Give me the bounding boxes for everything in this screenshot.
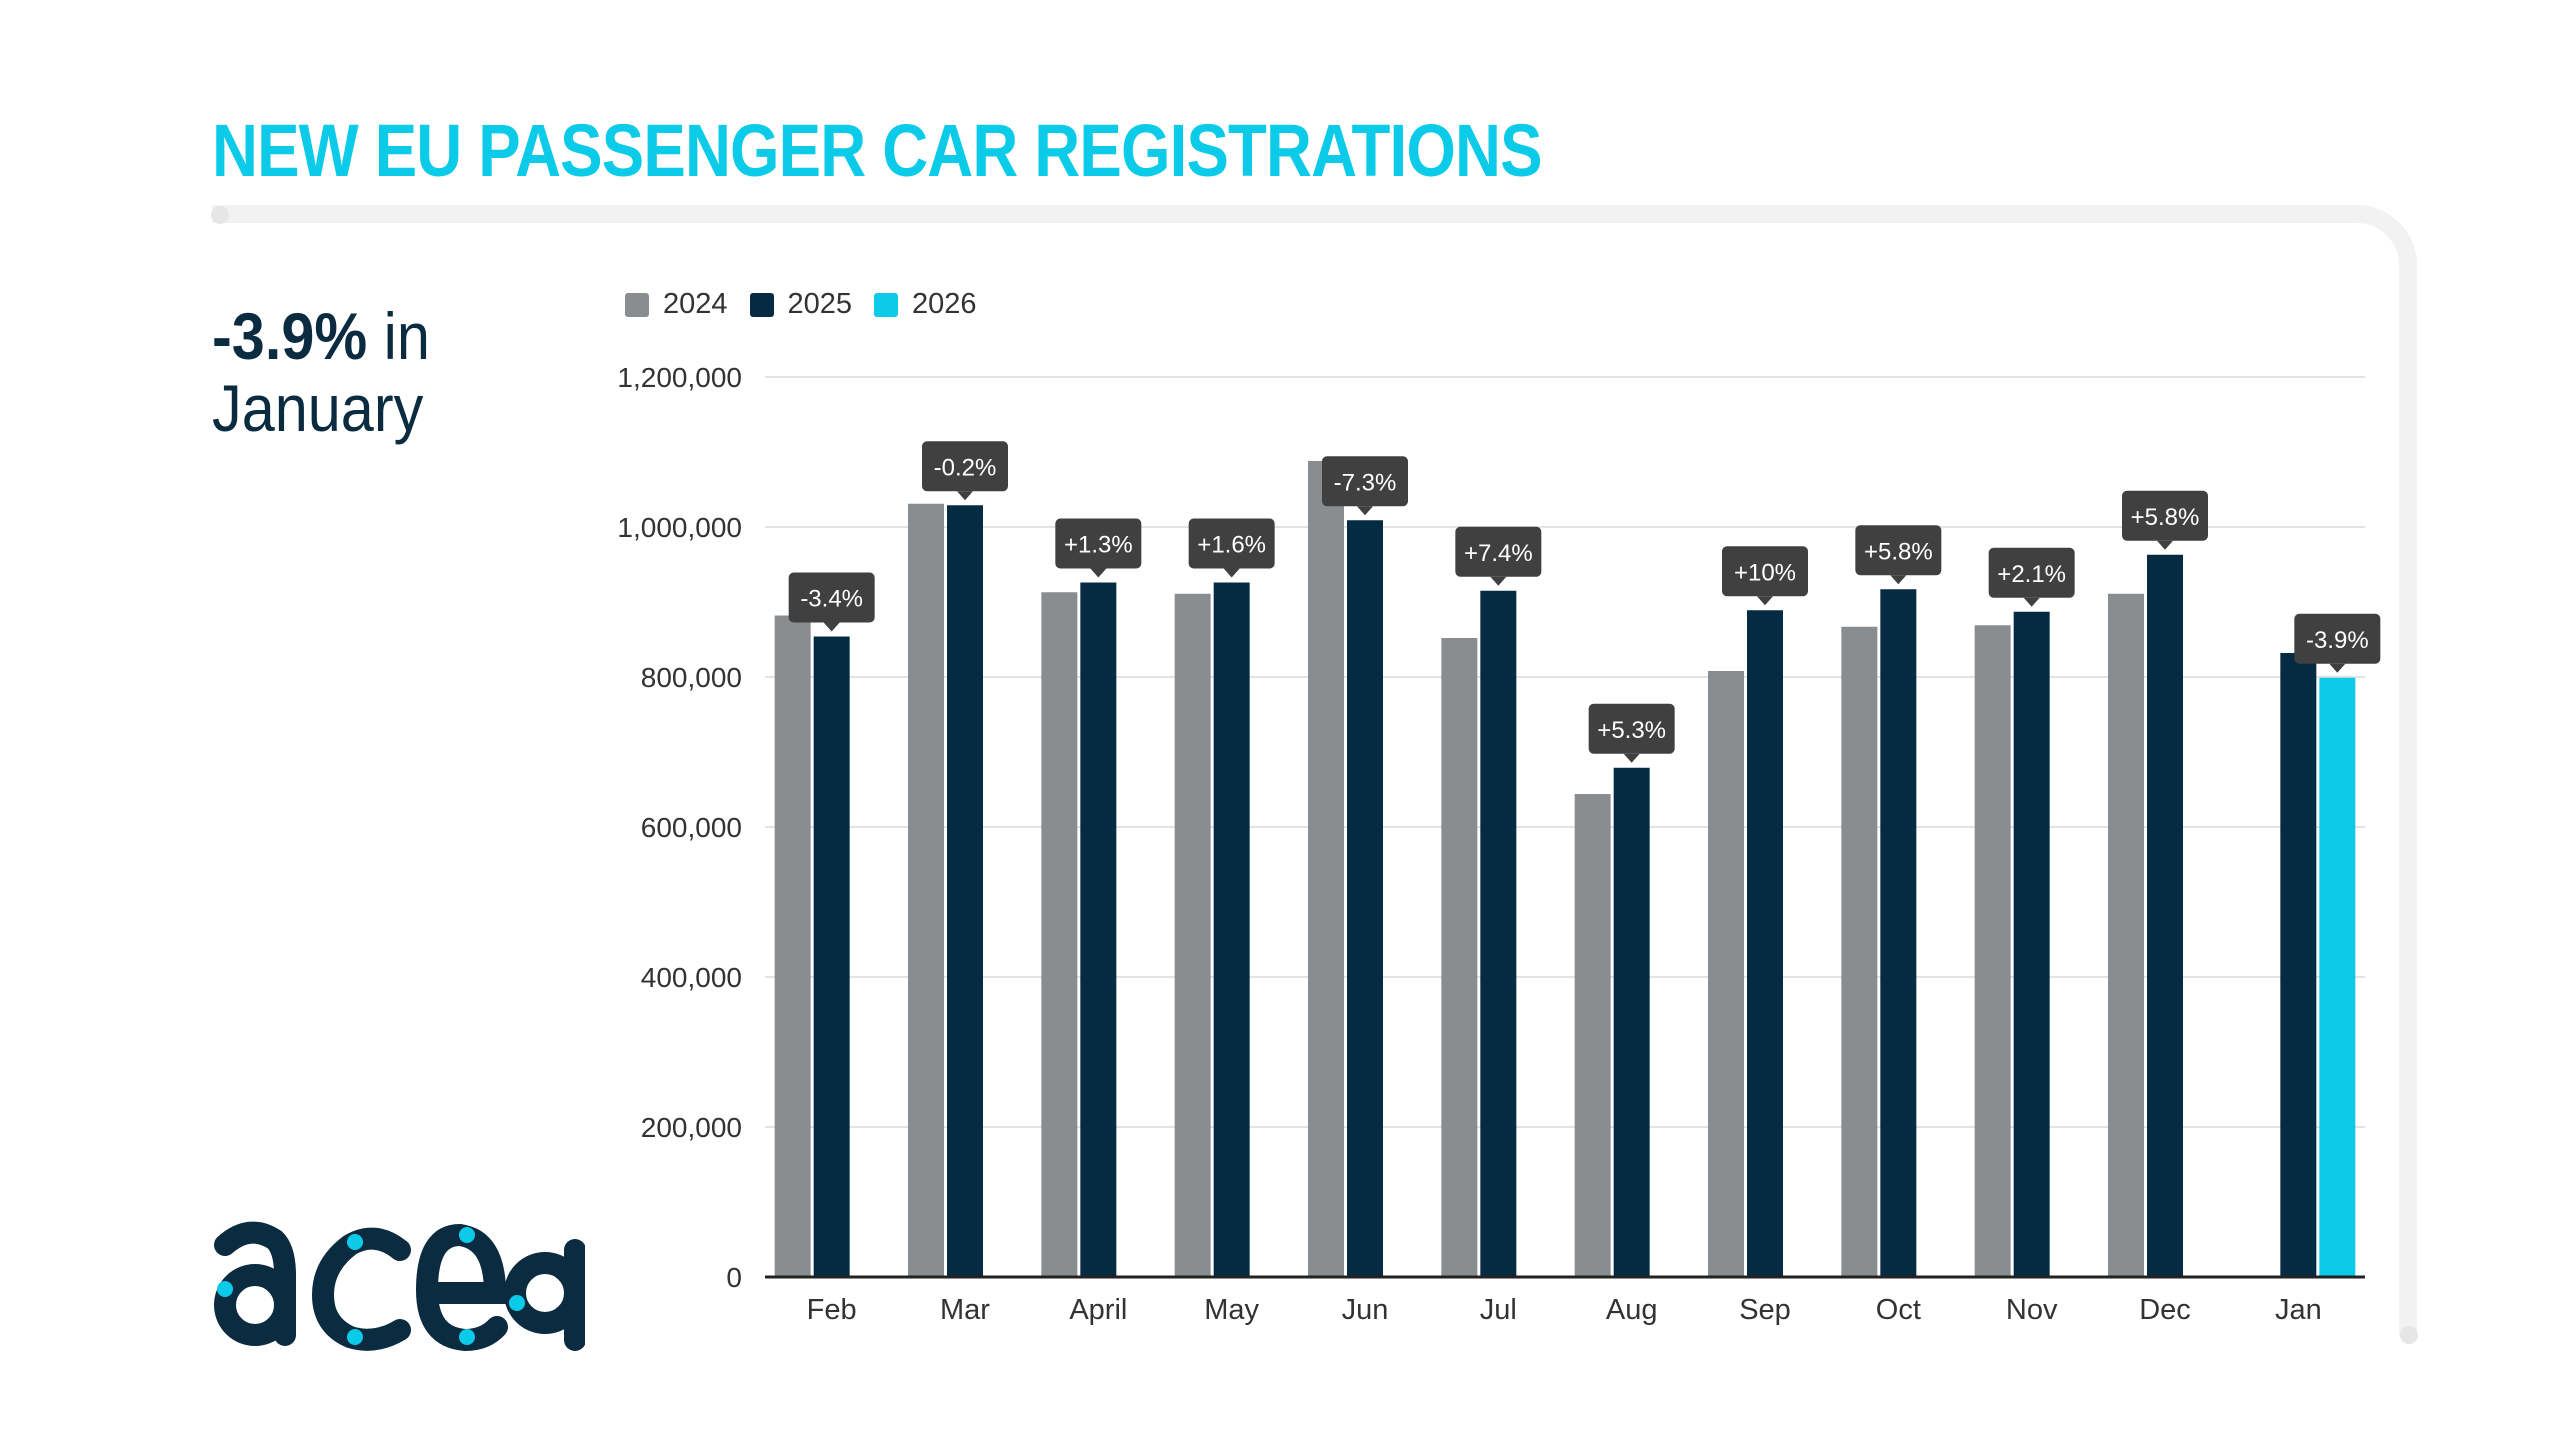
bar-2025-Jan [2280, 653, 2317, 1277]
legend: 2024 2025 2026 [625, 288, 977, 321]
x-tick-label: Dec [2139, 1294, 2191, 1326]
headline-month: January [212, 371, 424, 445]
bar-2025-Sep [1747, 610, 1783, 1277]
change-label: +5.3% [1597, 717, 1666, 744]
change-label-box [2294, 613, 2381, 664]
change-label-box [1455, 526, 1542, 577]
x-tick-label: Feb [807, 1294, 857, 1326]
change-label: -3.4% [800, 586, 863, 613]
change-label-box [1855, 525, 1942, 576]
change-label-pointer [2329, 663, 2346, 673]
x-tick-label: Oct [1876, 1294, 1921, 1326]
x-tick-label: Jul [1480, 1294, 1517, 1326]
change-label-pointer [1490, 576, 1507, 586]
bar-2025-Dec [2147, 554, 2183, 1277]
bar-2024-Nov [1974, 625, 2011, 1277]
legend-item-2026: 2026 [874, 288, 977, 321]
change-label-pointer [2023, 597, 2040, 607]
change-label: +2.1% [1997, 561, 2066, 588]
y-tick-label: 0 [726, 1262, 742, 1293]
change-label: -0.2% [934, 454, 997, 481]
headline-value: -3.9% [212, 299, 368, 373]
legend-swatch [874, 292, 899, 317]
change-label-pointer [1223, 568, 1240, 578]
change-label: +1.3% [1064, 532, 1133, 559]
bar-2024-Mar [908, 503, 944, 1277]
x-tick-label: April [1069, 1294, 1127, 1326]
decorative-frame [212, 205, 2417, 1335]
bar-2024-April [1041, 592, 1078, 1277]
change-label-pointer [1090, 568, 1107, 578]
change-label: +5.8% [1864, 538, 1933, 565]
change-label-box [1322, 456, 1408, 507]
frame-dot-start [211, 206, 229, 224]
bar-2024-Dec [2108, 593, 2144, 1277]
bar-2024-May [1174, 593, 1211, 1277]
x-tick-label: Sep [1739, 1294, 1791, 1326]
change-label-pointer [957, 491, 973, 501]
bar-2026-Jan [2319, 677, 2356, 1277]
legend-label: 2026 [912, 288, 977, 320]
change-label-pointer [823, 622, 840, 632]
change-label-box [788, 572, 875, 623]
bar-2025-Jul [1480, 590, 1517, 1277]
change-label: +10% [1734, 559, 1796, 586]
change-label: -7.3% [1334, 469, 1397, 496]
bar-2025-Oct [1880, 589, 1917, 1277]
x-tick-label: Jun [1342, 1294, 1389, 1326]
headline: -3.9% in January [212, 300, 430, 444]
legend-item-2025: 2025 [749, 288, 853, 321]
bar-2024-Oct [1841, 626, 1878, 1277]
change-label-pointer [2157, 540, 2173, 550]
page-title: NEW EU PASSENGER CAR REGISTRATIONS [212, 109, 1543, 192]
legend-label: 2025 [787, 288, 853, 320]
change-label-pointer [1357, 506, 1373, 516]
bar-2024-Jun [1308, 461, 1344, 1277]
legend-swatch [749, 292, 774, 317]
y-tick-label: 1,200,000 [617, 362, 742, 393]
change-label-pointer [1890, 575, 1907, 585]
bar-2025-April [1080, 582, 1117, 1277]
y-tick-label: 400,000 [641, 962, 742, 993]
x-tick-label: Mar [940, 1294, 990, 1326]
legend-swatch [625, 292, 649, 317]
y-tick-label: 800,000 [641, 662, 742, 693]
y-tick-label: 600,000 [641, 812, 742, 843]
bar-2024-Sep [1708, 671, 1744, 1277]
bar-2024-Aug [1574, 794, 1611, 1277]
bar-2025-Jun [1347, 520, 1383, 1277]
change-label: +1.6% [1197, 532, 1266, 559]
bar-2025-Nov [2013, 611, 2050, 1277]
x-tick-label: Nov [2006, 1294, 2058, 1326]
change-label-box [1722, 546, 1808, 597]
change-label: +5.8% [2131, 504, 2200, 531]
change-label-box [1988, 547, 2075, 598]
change-label-box [1588, 703, 1675, 754]
change-label-box [1188, 518, 1275, 569]
bar-2025-May [1213, 582, 1250, 1277]
change-label-pointer [1623, 753, 1640, 763]
x-tick-label: Jan [2275, 1294, 2322, 1326]
bar-2024-Feb [774, 615, 811, 1277]
change-label-pointer [1757, 596, 1773, 606]
bar-2025-Aug [1613, 767, 1650, 1277]
x-tick-label: May [1204, 1294, 1259, 1326]
change-label-box [2122, 490, 2208, 541]
frame-dot-end [2400, 1326, 2418, 1344]
bar-2025-Mar [947, 505, 983, 1277]
legend-label: 2024 [663, 288, 728, 320]
change-label: -3.9% [2306, 627, 2369, 654]
y-tick-label: 200,000 [641, 1112, 742, 1143]
headline-suffix: in [367, 299, 430, 373]
change-label-box [922, 441, 1008, 492]
legend-item-2024: 2024 [625, 288, 728, 321]
x-tick-label: Aug [1606, 1294, 1658, 1326]
change-label: +7.4% [1464, 540, 1533, 567]
bar-2024-Jul [1441, 638, 1478, 1277]
y-tick-label: 1,000,000 [617, 512, 742, 543]
acea-logo [214, 1221, 585, 1352]
bar-2025-Feb [813, 636, 850, 1277]
change-label-box [1055, 518, 1142, 569]
